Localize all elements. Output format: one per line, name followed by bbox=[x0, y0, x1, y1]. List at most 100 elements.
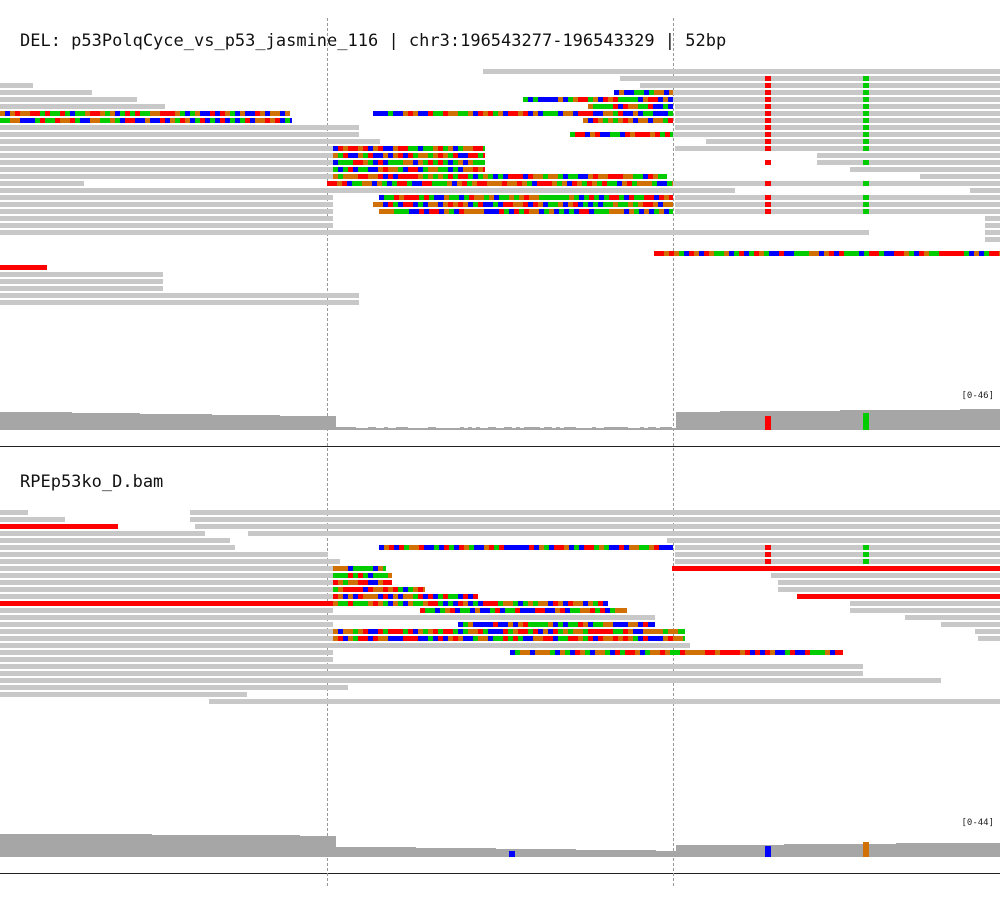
mismatch-base bbox=[275, 118, 280, 123]
mismatch-base bbox=[502, 181, 507, 186]
mismatch-base bbox=[554, 545, 559, 550]
coverage-bar bbox=[216, 415, 220, 430]
panel-2-coverage-range: [0-44] bbox=[961, 818, 994, 828]
mismatch-base bbox=[393, 153, 398, 158]
mismatch-base bbox=[684, 251, 689, 256]
mismatch-base bbox=[863, 545, 869, 550]
mismatch-base bbox=[463, 629, 468, 634]
mismatch-base bbox=[90, 118, 95, 123]
coverage-bar bbox=[116, 834, 120, 857]
coverage-bar bbox=[468, 427, 472, 430]
coverage-bar bbox=[352, 427, 356, 430]
mismatch-base bbox=[513, 629, 518, 634]
mismatch-base bbox=[529, 545, 534, 550]
mismatch-base bbox=[594, 545, 599, 550]
mismatch-base bbox=[150, 111, 155, 116]
coverage-bar bbox=[292, 416, 296, 430]
mismatch-base bbox=[663, 636, 668, 641]
mismatch-base bbox=[653, 118, 658, 123]
mismatch-base bbox=[483, 167, 485, 172]
mismatch-base bbox=[353, 594, 358, 599]
mismatch-base bbox=[513, 601, 518, 606]
mismatch-base bbox=[524, 195, 529, 200]
mismatch-base bbox=[597, 181, 602, 186]
mismatch-base bbox=[327, 181, 332, 186]
mismatch-base bbox=[394, 545, 399, 550]
mismatch-base bbox=[515, 650, 520, 655]
mismatch-base bbox=[934, 251, 939, 256]
mismatch-base bbox=[543, 111, 548, 116]
mismatch-base bbox=[699, 251, 704, 256]
mismatch-base bbox=[603, 118, 608, 123]
mismatch-base bbox=[629, 195, 634, 200]
mismatch-base bbox=[348, 167, 353, 172]
mismatch-base bbox=[474, 195, 479, 200]
coverage-bar bbox=[100, 834, 104, 857]
mismatch-base bbox=[368, 146, 373, 151]
mismatch-base bbox=[443, 601, 448, 606]
mismatch-base bbox=[632, 181, 637, 186]
mismatch-base bbox=[388, 174, 393, 179]
coverage-bar bbox=[692, 845, 696, 857]
read bbox=[978, 636, 1000, 641]
mismatch-base bbox=[863, 118, 869, 123]
mismatch-base bbox=[215, 118, 220, 123]
coverage-bar bbox=[532, 427, 536, 430]
mismatch-base bbox=[590, 132, 595, 137]
mismatch-base bbox=[678, 629, 683, 634]
read bbox=[248, 531, 1000, 536]
mismatch-base bbox=[765, 132, 771, 137]
mismatch-base bbox=[498, 622, 503, 627]
mismatch-base bbox=[110, 111, 115, 116]
coverage-bar bbox=[172, 414, 176, 430]
mismatch-base bbox=[503, 111, 508, 116]
mismatch-base bbox=[835, 650, 840, 655]
mismatch-base bbox=[628, 202, 633, 207]
mismatch-base bbox=[638, 118, 643, 123]
mismatch-base bbox=[664, 251, 669, 256]
mismatch-base bbox=[744, 251, 749, 256]
mismatch-base bbox=[670, 650, 675, 655]
read bbox=[0, 643, 690, 648]
coverage-bar bbox=[332, 836, 336, 857]
mismatch-base bbox=[285, 111, 290, 116]
mismatch-base bbox=[95, 111, 100, 116]
mismatch-base bbox=[633, 111, 638, 116]
coverage-bar bbox=[740, 411, 744, 430]
mismatch-base bbox=[30, 118, 35, 123]
mismatch-base bbox=[448, 636, 453, 641]
mismatch-base bbox=[388, 160, 393, 165]
mismatch-base bbox=[523, 97, 528, 102]
read bbox=[209, 699, 1000, 704]
mismatch-base bbox=[343, 146, 348, 151]
coverage-bar bbox=[212, 415, 216, 430]
mismatch-base bbox=[499, 195, 504, 200]
mismatch-base bbox=[765, 83, 771, 88]
mismatch-base bbox=[839, 251, 844, 256]
mismatch-base bbox=[655, 650, 660, 655]
mismatch-base bbox=[394, 195, 399, 200]
mismatch-base bbox=[638, 636, 643, 641]
coverage-bar bbox=[916, 410, 920, 430]
mismatch-base bbox=[105, 111, 110, 116]
mismatch-base bbox=[358, 587, 363, 592]
mismatch-base bbox=[457, 181, 462, 186]
coverage-bar bbox=[456, 848, 460, 857]
mismatch-base bbox=[383, 580, 388, 585]
mismatch-base bbox=[444, 195, 449, 200]
coverage-bar bbox=[20, 834, 24, 857]
mismatch-base bbox=[467, 181, 472, 186]
mismatch-base bbox=[605, 650, 610, 655]
mismatch-base bbox=[473, 601, 478, 606]
coverage-bar bbox=[404, 847, 408, 857]
mismatch-base bbox=[80, 111, 85, 116]
mismatch-base bbox=[765, 209, 771, 214]
mismatch-base bbox=[115, 111, 120, 116]
mismatch-base bbox=[55, 111, 60, 116]
coverage-bar bbox=[404, 427, 408, 430]
coverage-bar bbox=[252, 415, 256, 430]
read bbox=[0, 153, 333, 158]
coverage-bar bbox=[384, 847, 388, 857]
mismatch-base bbox=[449, 209, 454, 214]
coverage-bar bbox=[592, 427, 596, 430]
